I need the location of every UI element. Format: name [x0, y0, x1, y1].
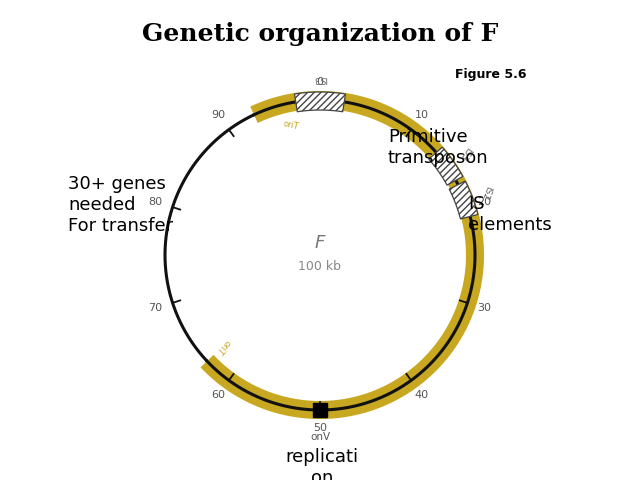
Text: 10: 10 [415, 110, 429, 120]
Text: F: F [315, 234, 325, 252]
Text: IS2: IS2 [479, 184, 492, 201]
Text: onV: onV [310, 432, 330, 442]
Text: IS
elements: IS elements [468, 195, 552, 234]
Text: 20: 20 [477, 196, 492, 206]
Text: oriT: oriT [282, 119, 300, 132]
Text: replicati
on: replicati on [285, 448, 358, 480]
Text: Figure 5.6: Figure 5.6 [455, 68, 527, 81]
Text: 70: 70 [148, 303, 163, 313]
Text: 100 kb: 100 kb [298, 261, 342, 274]
Text: 30: 30 [477, 303, 492, 313]
Text: 30+ genes
needed
For transfer: 30+ genes needed For transfer [68, 175, 173, 235]
Polygon shape [449, 181, 478, 219]
Text: Genetic organization of F: Genetic organization of F [142, 22, 498, 46]
Text: 40: 40 [415, 390, 429, 400]
Bar [313, 403, 327, 417]
Text: 90: 90 [211, 110, 225, 120]
Polygon shape [429, 147, 463, 185]
Text: 0: 0 [317, 77, 323, 87]
Text: oriT: oriT [214, 337, 232, 355]
Text: 50: 50 [313, 423, 327, 433]
Text: 80: 80 [148, 196, 163, 206]
Text: 60: 60 [211, 390, 225, 400]
Text: IS3: IS3 [457, 145, 472, 162]
Text: Primitive
transposon: Primitive transposon [388, 128, 488, 167]
Polygon shape [294, 92, 346, 112]
Text: IS3: IS3 [313, 73, 327, 83]
